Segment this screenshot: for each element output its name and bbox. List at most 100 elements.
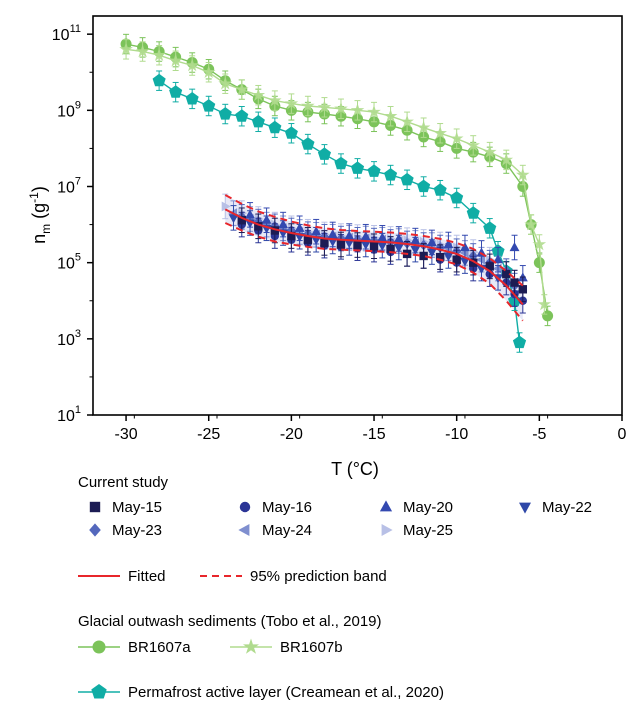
data-point-may15 xyxy=(237,216,246,225)
legend-symbol-may22 xyxy=(519,502,531,514)
data-point-br1607b xyxy=(251,88,266,101)
data-point-permafrost xyxy=(400,172,414,186)
data-point-br1607b xyxy=(449,131,464,145)
data-point-br1607b xyxy=(334,101,348,115)
series-line-br1607a xyxy=(125,43,549,317)
data-point-br1607b xyxy=(524,217,538,231)
data-point-may20 xyxy=(377,232,388,242)
legend-title-glacial: Glacial outwash sediments (Tobo et al., … xyxy=(78,613,382,630)
data-point-permafrost xyxy=(301,137,315,150)
data-point-permafrost xyxy=(218,107,232,120)
data-point-br1607b xyxy=(317,100,332,114)
legend-symbol-br1607a xyxy=(92,640,106,654)
legend-marker-may22 xyxy=(519,502,531,514)
legend-label-may25: May-25 xyxy=(403,522,453,539)
data-point-may15 xyxy=(336,240,346,249)
legend-item-may24: May-24 xyxy=(238,522,312,539)
x-tick-label: -5 xyxy=(532,426,546,443)
plot-frame xyxy=(92,15,623,416)
data-point-permafrost xyxy=(268,120,282,134)
data-point-may15 xyxy=(510,278,519,287)
fitted-line xyxy=(224,208,524,306)
x-axis-ticks: -30 -25 -20 -15 -10 -5 0 xyxy=(115,415,627,443)
data-point-may20 xyxy=(344,230,355,240)
legend: Current study May-15 May-16 May-20 May-2… xyxy=(78,474,592,701)
legend-label-permafrost: Permafrost active layer (Creamean et al.… xyxy=(128,684,444,701)
data-point-br1607b xyxy=(235,82,249,96)
data-point-may15 xyxy=(469,258,478,267)
data-point-permafrost xyxy=(350,161,365,174)
legend-symbol-may24 xyxy=(238,524,250,536)
legend-item-may20: May-20 xyxy=(379,499,453,516)
data-point-may15 xyxy=(386,244,395,254)
legend-symbol-may20 xyxy=(379,500,393,512)
legend-symbol-may15 xyxy=(89,501,101,513)
prediction-band-lower xyxy=(224,222,524,322)
data-point-may20 xyxy=(278,219,289,229)
y-axis-title-main: n xyxy=(29,234,49,244)
series-br1607b xyxy=(119,39,552,315)
data-point-may15 xyxy=(435,252,445,262)
data-point-may20 xyxy=(460,242,470,252)
data-point-br1607b xyxy=(499,152,514,166)
y-tick-label: 1011 xyxy=(52,23,81,44)
legend-item-may25: May-25 xyxy=(381,522,453,539)
legend-symbol-permafrost xyxy=(91,684,107,699)
legend-item-permafrost: Permafrost active layer (Creamean et al.… xyxy=(78,684,444,701)
data-point-permafrost xyxy=(417,179,431,193)
plot-area xyxy=(119,33,554,353)
legend-symbol-may16 xyxy=(239,501,251,513)
legend-title-current-study: Current study xyxy=(78,474,169,491)
legend-item-may16: May-16 xyxy=(239,499,312,516)
data-point-may15 xyxy=(452,255,461,264)
data-point-may20 xyxy=(360,231,371,241)
legend-marker-may24 xyxy=(238,524,250,536)
legend-label-may22: May-22 xyxy=(542,499,592,516)
data-point-may15 xyxy=(353,240,362,250)
data-point-br1607b xyxy=(516,167,530,181)
legend-symbol-may25 xyxy=(381,524,393,536)
data-point-may15 xyxy=(254,222,263,231)
data-point-br1607b xyxy=(284,96,299,110)
data-point-br1607b xyxy=(416,120,431,134)
series-permafrost xyxy=(152,70,527,353)
data-point-may15 xyxy=(303,235,313,244)
y-axis-title-unit: (g xyxy=(29,203,49,224)
x-tick-label: -20 xyxy=(280,426,303,443)
legend-item-br1607a: BR1607a xyxy=(78,639,191,656)
data-point-may20 xyxy=(261,214,272,224)
legend-item-may15: May-15 xyxy=(89,499,162,516)
data-point-br1607b xyxy=(268,93,282,107)
legend-item-may23: May-23 xyxy=(89,522,162,539)
data-point-may20 xyxy=(426,237,437,246)
data-point-may20 xyxy=(327,229,338,239)
data-point-may15 xyxy=(287,231,296,241)
data-point-br1607b xyxy=(532,237,547,251)
data-point-permafrost xyxy=(185,92,199,105)
legend-marker-permafrost xyxy=(91,684,107,699)
data-point-br1607b xyxy=(433,126,447,139)
legend-label-fitted: Fitted xyxy=(128,568,166,585)
data-point-br1607b xyxy=(201,65,216,78)
y-tick-label: 105 xyxy=(57,252,81,273)
data-point-may15 xyxy=(485,262,494,271)
data-point-may20 xyxy=(410,235,421,245)
x-axis-title: T (°C) xyxy=(331,459,379,479)
legend-marker-br1607b xyxy=(243,638,259,654)
legend-marker-may23 xyxy=(89,523,101,537)
y-axis-title: nm (g-1) xyxy=(27,186,53,244)
data-point-may24 xyxy=(492,263,502,274)
y-axis-title-close: ) xyxy=(29,186,49,192)
data-point-br1607b xyxy=(218,76,233,90)
data-point-br1607a xyxy=(533,257,545,269)
data-point-may20 xyxy=(311,226,322,236)
x-tick-label: -30 xyxy=(115,426,138,443)
legend-label-may15: May-15 xyxy=(112,499,162,516)
data-point-may15 xyxy=(270,226,280,235)
legend-marker-may16 xyxy=(239,501,251,513)
legend-label-br1607b: BR1607b xyxy=(280,639,343,656)
x-tick-label: -25 xyxy=(197,426,220,443)
data-point-may15 xyxy=(502,269,511,279)
data-point-may20 xyxy=(493,254,503,264)
